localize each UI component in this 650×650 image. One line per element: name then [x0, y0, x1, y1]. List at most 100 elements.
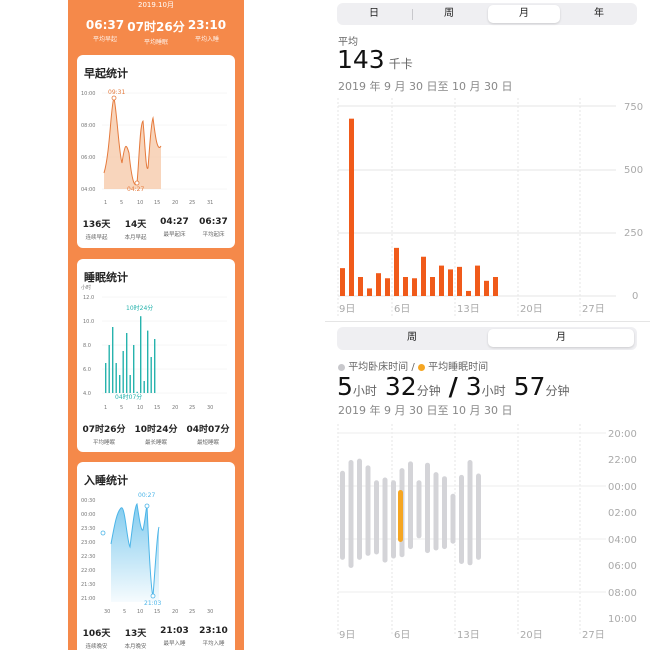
calorie-bar [421, 256, 426, 296]
y-tick: 23:30 [81, 526, 95, 532]
tab-month[interactable]: 月 [488, 5, 560, 23]
wake-line-chart: 10:00 08:00 06:00 04:00 09:31 04:27 1 5 … [81, 89, 227, 206]
summary-avg-wake: 06:37 平均早起 [76, 18, 134, 43]
x-tick: 20日 [520, 630, 543, 641]
x-tick: 30 [104, 609, 110, 615]
stat-value: 106天 [82, 629, 111, 639]
stat-label: 最短睡眠 [196, 440, 219, 446]
calorie-bar [385, 278, 390, 296]
stat-value: 23:10 [199, 626, 228, 636]
x-tick: 10 [137, 405, 143, 411]
stat-item: 21:03 最早入睡 [155, 626, 194, 647]
y-tick: 02:00 [608, 508, 637, 519]
stat-value: 10时24分 [134, 425, 178, 435]
minutes-unit: 分钟 [416, 384, 441, 398]
summary-value: 23:10 [187, 18, 227, 32]
y-tick: 22:30 [81, 554, 95, 560]
calorie-bar [340, 268, 345, 296]
average-label: 平均 [338, 37, 358, 48]
tab-day[interactable]: 日 [369, 8, 379, 19]
x-tick: 25 [189, 405, 195, 411]
bed-time-bar [348, 460, 354, 568]
calorie-bar [484, 280, 489, 296]
calorie-average: 143 千卡 [337, 45, 413, 74]
sleep-bar [126, 333, 128, 393]
tab-year[interactable]: 年 [594, 8, 604, 19]
bedtime-stats-card[interactable]: 入睡统计 00:30 00:00 23:30 23:00 22:30 22:00… [77, 462, 235, 650]
x-tick: 10 [137, 200, 143, 206]
y-tick: 20:00 [608, 429, 637, 440]
tab-month[interactable]: 月 [488, 329, 634, 347]
stat-value: 06:37 [199, 217, 228, 227]
summary-avg-bedtime: 23:10 平均入睡 [178, 18, 236, 43]
x-tick: 20 [172, 200, 178, 206]
bedtime-area-chart: 00:30 00:00 23:30 23:00 22:30 22:00 21:3… [81, 492, 213, 615]
calorie-bar [376, 273, 381, 296]
bed-time-bar [433, 472, 439, 551]
calorie-bar [493, 277, 498, 296]
x-tick: 13日 [457, 304, 480, 315]
x-tick: 30 [207, 405, 213, 411]
y-tick: 750 [624, 102, 643, 113]
sleep-time-bar [398, 490, 403, 542]
sleep-bar [115, 363, 117, 393]
y-tick: 250 [624, 228, 643, 239]
max-point [144, 503, 150, 509]
stat-label: 连续晚安 [85, 644, 108, 650]
max-point [111, 95, 117, 101]
sleep-bar [143, 381, 145, 393]
calorie-bars [340, 118, 498, 297]
sleep-analysis-chart: 20:00 22:00 00:00 02:00 04:00 06:00 08:0… [337, 424, 637, 641]
calorie-bar [358, 277, 363, 296]
y-tick: 22:00 [608, 455, 637, 466]
minutes-unit: 分钟 [545, 384, 570, 398]
sleep-date-range: 2019 年 9 月 30 日至 10 月 30 日 [338, 404, 513, 417]
bed-time-bar [374, 480, 379, 555]
start-point [100, 530, 106, 536]
sleep-stats-panel: 2019.10月 06:37 平均早起 07时26分 平均睡眠 23:10 平均… [68, 0, 244, 650]
month-label: 2019.10月 [138, 1, 174, 9]
tab-week[interactable]: 周 [407, 332, 417, 343]
bed-time-bars [340, 458, 481, 568]
sleep-bar [108, 345, 110, 393]
sleep-bar [112, 327, 114, 393]
x-tick: 10 [137, 609, 143, 615]
y-tick: 22:00 [81, 568, 95, 574]
calorie-bar [430, 277, 435, 296]
bed-hours: 5 [337, 372, 353, 401]
min-point [150, 593, 156, 599]
sleep-bars [105, 316, 156, 393]
max-label: 09:31 [108, 89, 125, 96]
stat-value: 136天 [82, 220, 111, 230]
sleep-dot-icon [417, 363, 425, 371]
bed-time-bar [467, 460, 473, 566]
sleep-stats-card[interactable]: 睡眠统计 小时 12.0 10.0 8.0 6.0 4.0 10时24分 04时… [77, 259, 235, 452]
sleep-bar [154, 339, 156, 393]
stat-value: 04:27 [160, 217, 189, 227]
y-tick: 10:00 [608, 614, 637, 625]
unit-label: 小时 [81, 284, 91, 291]
y-tick: 06:00 [608, 561, 637, 572]
sleep-bar [133, 345, 135, 393]
sleep-period-segmented-control: 周 月 [337, 327, 637, 350]
stat-label: 平均睡眠 [92, 440, 115, 446]
calorie-bar-chart: 750 500 250 0 9日 6日 13日 20日 27日 [337, 98, 643, 316]
calorie-bar [349, 118, 354, 297]
bed-time-bar [450, 493, 456, 544]
wake-stats-card[interactable]: 早起统计 10:00 08:00 06:00 04:00 09:31 04:27… [77, 55, 235, 248]
sleep-bar [119, 375, 121, 393]
stat-label: 本月晚安 [124, 644, 147, 650]
y-tick: 6.0 [83, 367, 91, 373]
y-tick: 4.0 [83, 391, 91, 397]
stat-item: 04时07分 最短睡眠 [183, 422, 233, 446]
x-tick: 6日 [394, 630, 410, 641]
x-tick: 15 [154, 405, 160, 411]
x-tick: 5 [120, 200, 123, 206]
bed-minutes: 32 [384, 372, 417, 401]
y-tick: 00:00 [608, 482, 637, 493]
calorie-bar [475, 265, 480, 296]
stat-item: 07时26分 平均睡眠 [79, 422, 129, 446]
y-tick: 21:30 [81, 582, 95, 588]
x-tick: 9日 [339, 630, 355, 641]
tab-week[interactable]: 周 [444, 8, 454, 19]
